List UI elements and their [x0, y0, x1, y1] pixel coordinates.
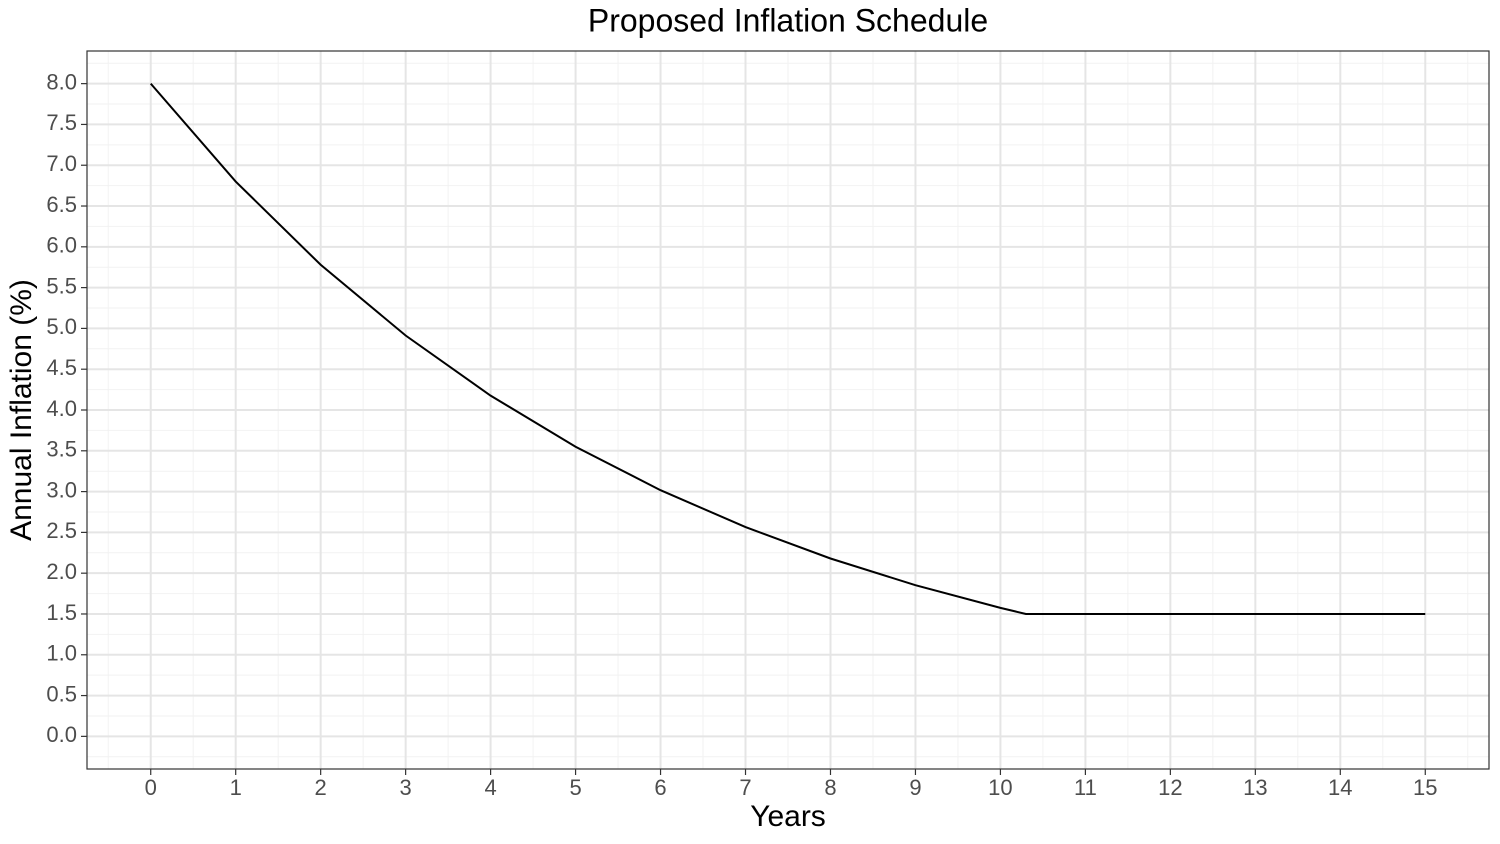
- y-tick-label: 5.0: [46, 314, 77, 339]
- x-tick-label: 15: [1413, 775, 1437, 800]
- y-tick-label: 4.0: [46, 396, 77, 421]
- x-tick-label: 0: [145, 775, 157, 800]
- x-tick-label: 10: [988, 775, 1012, 800]
- x-tick-label: 11: [1074, 775, 1097, 800]
- line-series: [149, 82, 1426, 615]
- x-tick-label: 3: [400, 775, 412, 800]
- y-tick-label: 2.5: [46, 518, 77, 543]
- x-tick-label: 5: [569, 775, 581, 800]
- chart-title: Proposed Inflation Schedule: [588, 2, 988, 38]
- y-tick-label: 4.5: [46, 355, 77, 380]
- y-tick-label: 6.0: [46, 233, 77, 258]
- x-tick-label: 8: [824, 775, 836, 800]
- y-tick-label: 8.0: [46, 69, 77, 94]
- y-tick-label: 0.0: [46, 722, 77, 747]
- x-tick-label: 4: [484, 775, 496, 800]
- y-tick-label: 1.0: [46, 641, 77, 666]
- y-tick-label: 7.0: [46, 151, 77, 176]
- x-tick-label: 7: [739, 775, 751, 800]
- x-tick-label: 9: [909, 775, 921, 800]
- y-tick-label: 3.5: [46, 437, 77, 462]
- y-tick-label: 7.5: [46, 110, 77, 135]
- x-tick-label: 1: [230, 775, 242, 800]
- x-axis-title: Years: [750, 800, 826, 833]
- y-tick-label: 6.5: [46, 192, 77, 217]
- x-tick-label: 14: [1328, 775, 1352, 800]
- y-tick-label: 1.5: [46, 600, 77, 625]
- y-tick-label: 5.5: [46, 273, 77, 298]
- panel-border: [86, 50, 1490, 770]
- x-tick-label: 12: [1158, 775, 1182, 800]
- y-axis-title: Annual Inflation (%): [5, 279, 38, 541]
- y-tick-label: 2.0: [46, 559, 77, 584]
- x-tick-label: 2: [315, 775, 327, 800]
- x-tick-label: 6: [654, 775, 666, 800]
- x-tick-label: 13: [1243, 775, 1267, 800]
- y-tick-label: 3.0: [46, 477, 77, 502]
- y-tick-label: 0.5: [46, 681, 77, 706]
